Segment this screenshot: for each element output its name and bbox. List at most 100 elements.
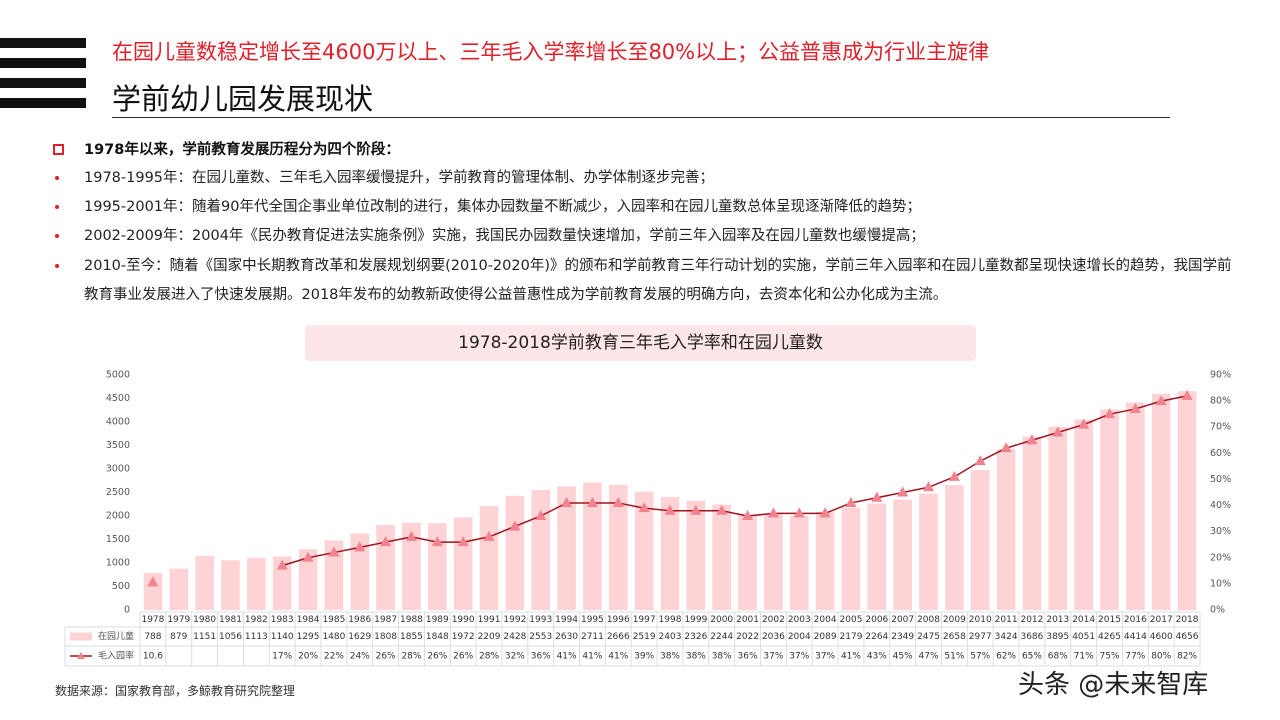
data-label: 37%	[815, 652, 835, 662]
data-label: 3424	[995, 632, 1018, 642]
bar	[195, 555, 214, 610]
data-label: 20%	[298, 652, 318, 662]
y-tick-label: 4500	[106, 393, 130, 404]
data-label: 26%	[427, 652, 447, 662]
bar	[608, 484, 628, 610]
y-tick-label: 1000	[106, 558, 130, 569]
watermark: 头条 @未来智库	[1018, 670, 1209, 700]
data-label: 37%	[763, 652, 783, 662]
data-label: 2553	[529, 632, 552, 642]
rule	[112, 117, 1170, 118]
y2-tick-label: 20%	[1210, 552, 1231, 563]
data-label: 80%	[1151, 652, 1171, 662]
bar	[1074, 419, 1093, 610]
data-label: 788	[144, 632, 161, 642]
data-label: 1113	[245, 632, 268, 642]
line-marker	[1181, 389, 1193, 400]
data-label: 38%	[686, 652, 706, 662]
data-label: 32%	[505, 652, 525, 662]
bar	[660, 497, 680, 610]
data-label: 3686	[1020, 632, 1043, 642]
y2-tick-label: 0%	[1210, 605, 1225, 616]
bar	[634, 491, 654, 610]
y2-tick-label: 80%	[1210, 396, 1231, 407]
data-label: 1151	[193, 632, 216, 642]
data-label: 4656	[1176, 632, 1199, 642]
data-label: 2403	[659, 632, 682, 642]
x-tick-label: 1979	[167, 615, 190, 625]
legend-marker	[77, 652, 85, 659]
data-label: 82%	[1177, 652, 1197, 662]
bar	[169, 568, 189, 610]
x-tick-label: 2009	[943, 615, 966, 625]
bar	[376, 525, 395, 610]
x-tick-label: 1993	[529, 615, 552, 625]
title: 学前幼儿园发展现状	[112, 82, 374, 116]
line-marker	[612, 496, 624, 507]
y-tick-label: 2000	[106, 511, 130, 522]
data-label: 2711	[581, 632, 604, 642]
bar	[453, 517, 473, 610]
bar	[221, 560, 240, 610]
x-tick-label: 2003	[788, 615, 811, 625]
line-marker	[354, 541, 366, 552]
y-tick-label: 500	[112, 581, 130, 592]
x-tick-label: 1988	[400, 615, 423, 625]
x-tick-label: 1995	[581, 615, 604, 625]
data-label: 2264	[865, 632, 888, 642]
x-tick-label: 1981	[219, 615, 242, 625]
line-marker	[716, 504, 728, 515]
summary-item: 1978-1995年：在园儿童数、三年毛入园率缓慢提升，学前教育的管理体制、办学…	[84, 170, 715, 186]
bar	[919, 493, 938, 610]
bar	[712, 504, 732, 610]
line-marker	[147, 576, 159, 587]
x-tick-label: 1985	[322, 615, 345, 625]
line-marker	[509, 520, 521, 531]
x-tick-label: 2018	[1176, 615, 1199, 625]
y2-tick-label: 30%	[1210, 526, 1231, 537]
line-marker	[897, 486, 909, 497]
data-label: 22%	[324, 652, 344, 662]
bar	[815, 511, 835, 610]
data-label: 2519	[633, 632, 656, 642]
line-marker	[276, 559, 288, 570]
data-label: 28%	[401, 652, 421, 662]
x-tick-label: 2004	[814, 615, 837, 625]
x-tick-label: 2015	[1098, 615, 1121, 625]
chart-title-box	[305, 325, 976, 361]
legend-label: 毛入园率	[98, 650, 134, 662]
x-tick-label: 1986	[348, 615, 371, 625]
data-label: 71%	[1074, 652, 1094, 662]
bar	[350, 533, 370, 610]
data-label: 1848	[426, 632, 449, 642]
data-label: 39%	[634, 652, 654, 662]
data-label: 1480	[322, 632, 345, 642]
line-marker	[431, 536, 443, 547]
bar	[531, 490, 551, 610]
bar	[893, 499, 912, 610]
bar	[505, 495, 525, 610]
line-marker	[302, 551, 314, 562]
data-label: 2022	[736, 632, 759, 642]
bar	[764, 514, 783, 610]
x-tick-label: 1998	[659, 615, 682, 625]
data-label: 2977	[969, 632, 992, 642]
y2-tick-label: 60%	[1210, 448, 1231, 459]
line-marker	[742, 510, 754, 520]
data-label: 1855	[400, 632, 423, 642]
y2-tick-label: 50%	[1210, 474, 1231, 485]
line-marker	[871, 491, 883, 502]
data-label: 4051	[1072, 632, 1095, 642]
data-label: 38%	[660, 652, 680, 662]
data-label: 41%	[582, 652, 602, 662]
x-tick-label: 1982	[245, 615, 268, 625]
bar	[479, 506, 499, 610]
bullet	[55, 176, 59, 180]
data-label: 26%	[453, 652, 473, 662]
line-marker	[1129, 402, 1141, 413]
data-label: 47%	[919, 652, 939, 662]
line-marker	[1104, 408, 1116, 419]
heading-icon	[53, 144, 64, 155]
bar	[247, 557, 266, 610]
